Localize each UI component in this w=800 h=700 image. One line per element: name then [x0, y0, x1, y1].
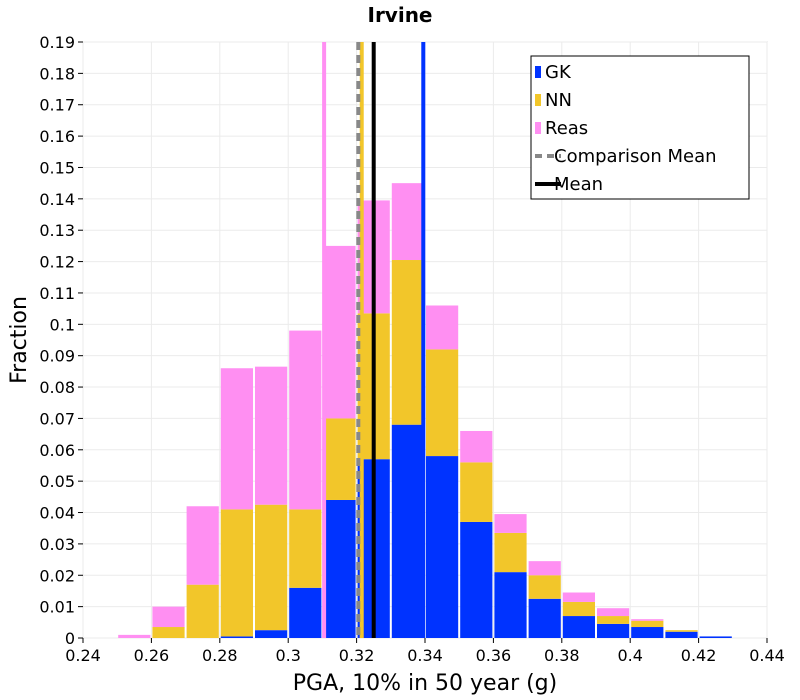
- y-axis-ticks: 0 0.01 0.02 0.03 0.04 0.05 0.06 0.07 0.08 0.09 0.1…: [39, 33, 83, 648]
- x-tick-label-10: 0.44: [749, 646, 785, 665]
- bar-gk-18: [699, 636, 732, 638]
- bar-gk-5: [255, 630, 288, 638]
- bar-gk-14: [562, 616, 595, 638]
- y-axis-label: Fraction: [7, 296, 32, 384]
- y-tick-label-18: 0.18: [39, 64, 75, 83]
- x-axis-label: PGA, 10% in 50 year (g): [293, 671, 557, 696]
- bar-gk-9: [391, 424, 424, 638]
- bar-nn-16: [631, 620, 664, 628]
- bar-reas-1: [118, 634, 151, 638]
- bar-reas-10: [426, 305, 459, 350]
- y-tick-label-7: 0.07: [39, 409, 75, 428]
- y-tick-label-3: 0.03: [39, 535, 75, 554]
- bar-nn-14: [562, 601, 595, 617]
- bar-nn-4: [220, 509, 253, 637]
- bar-gk-6: [289, 587, 322, 638]
- y-tick-label-6: 0.06: [39, 441, 75, 460]
- bar-reas-6: [289, 330, 322, 510]
- y-tick-label-15: 0.15: [39, 158, 75, 177]
- bar-nn-9: [391, 260, 424, 425]
- bar-reas-9: [391, 183, 424, 261]
- bar-gk-13: [528, 598, 561, 638]
- legend: GK NN Reas Comparison Mean Mean: [530, 55, 750, 200]
- bar-reas-4: [220, 368, 253, 510]
- legend-label-comparison-mean: Comparison Mean: [554, 146, 717, 167]
- bar-reas-13: [528, 561, 561, 576]
- y-tick-label-2: 0.02: [39, 566, 75, 585]
- bar-nn-3: [186, 584, 219, 638]
- y-tick-label-4: 0.04: [39, 504, 75, 523]
- bar-gk-12: [494, 572, 527, 638]
- x-tick-label-1: 0.26: [134, 646, 170, 665]
- legend-label-gk: GK: [545, 62, 572, 83]
- y-tick-label-12: 0.12: [39, 253, 75, 272]
- legend-swatch-nn: [535, 94, 541, 106]
- legend-label-nn: NN: [545, 90, 572, 111]
- x-tick-label-4: 0.32: [339, 646, 375, 665]
- bar-reas-3: [186, 506, 219, 585]
- x-tick-label-9: 0.42: [681, 646, 717, 665]
- bar-gk-10: [426, 456, 459, 638]
- bar-nn-13: [528, 575, 561, 599]
- bar-reas-14: [562, 592, 595, 602]
- bar-nn-15: [597, 616, 630, 624]
- y-tick-label-8: 0.08: [39, 378, 75, 397]
- y-tick-label-10: 0.1: [50, 315, 75, 334]
- y-tick-label-1: 0.01: [39, 598, 75, 617]
- bar-gk-7: [323, 499, 356, 638]
- x-tick-label-8: 0.4: [617, 646, 642, 665]
- bar-nn-7: [323, 418, 356, 500]
- bar-reas-12: [494, 514, 527, 533]
- mean-lines-group: [322, 42, 426, 638]
- y-tick-label-19: 0.19: [39, 33, 75, 52]
- chart-title: Irvine: [368, 3, 433, 27]
- bar-nn-2: [152, 627, 185, 638]
- x-axis-ticks: 0.24 0.26 0.28 0.3 0.32 0.34 0.36 0.38 0.4 0.42 0.…: [65, 638, 785, 665]
- x-tick-label-7: 0.38: [544, 646, 580, 665]
- legend-label-mean: Mean: [554, 174, 603, 195]
- bar-nn-11: [460, 462, 493, 522]
- bar-gk-4: [220, 636, 253, 638]
- bar-reas-2: [152, 606, 185, 628]
- bar-nn-5: [255, 504, 288, 631]
- bar-reas-11: [460, 430, 493, 463]
- bar-reas-7: [323, 245, 356, 419]
- y-tick-label-0: 0: [65, 629, 75, 648]
- y-tick-label-9: 0.09: [39, 347, 75, 366]
- legend-box: [530, 55, 750, 200]
- y-tick-label-11: 0.11: [39, 284, 75, 303]
- x-tick-label-6: 0.36: [476, 646, 512, 665]
- bar-nn-12: [494, 532, 527, 573]
- y-tick-label-14: 0.14: [39, 190, 75, 209]
- bar-nn-17: [665, 630, 698, 632]
- bar-gk-11: [460, 521, 493, 638]
- legend-swatch-reas: [535, 122, 541, 134]
- y-tick-label-13: 0.13: [39, 221, 75, 240]
- y-tick-label-17: 0.17: [39, 96, 75, 115]
- bar-gk-15: [597, 623, 630, 638]
- x-tick-label-0: 0.24: [65, 646, 101, 665]
- bar-nn-10: [426, 349, 459, 457]
- bar-reas-15: [597, 608, 630, 617]
- y-tick-label-5: 0.05: [39, 472, 75, 491]
- bar-reas-5: [255, 366, 288, 505]
- bar-reas-16: [631, 619, 664, 621]
- y-tick-label-16: 0.16: [39, 127, 75, 146]
- x-tick-label-5: 0.34: [407, 646, 443, 665]
- legend-label-reas: Reas: [545, 118, 588, 139]
- bar-gk-17: [665, 631, 698, 638]
- x-tick-label-2: 0.28: [202, 646, 238, 665]
- legend-swatch-gk: [535, 66, 541, 78]
- bar-gk-16: [631, 627, 664, 638]
- x-tick-label-3: 0.3: [275, 646, 300, 665]
- bar-nn-6: [289, 509, 322, 588]
